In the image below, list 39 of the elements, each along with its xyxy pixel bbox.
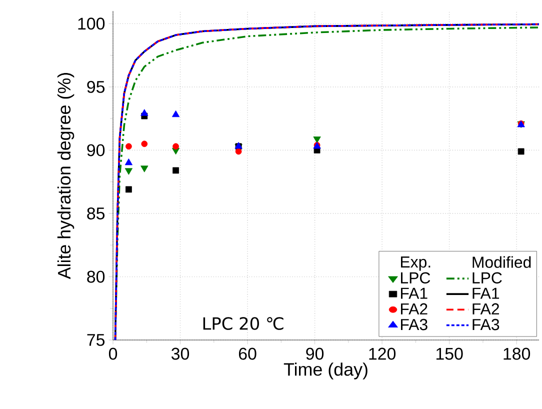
legend-label: FA2 <box>472 303 499 314</box>
point <box>518 148 524 155</box>
y-tick-label: 100 <box>78 18 105 30</box>
point <box>124 168 133 175</box>
x-tick-label: 0 <box>108 348 118 360</box>
point <box>141 140 148 148</box>
y-tick-label: 75 <box>87 334 105 346</box>
point <box>313 136 321 144</box>
legend-label: FA3 <box>472 318 500 330</box>
x-tick-label: 90 <box>306 348 324 360</box>
legend-label: LPC <box>401 272 430 284</box>
legend-label: FA1 <box>401 288 428 299</box>
point <box>126 186 132 193</box>
y-axis-title: Alite hydration degree (%) <box>57 72 74 280</box>
legend-label: LPC <box>472 272 502 284</box>
x-tick-label: 120 <box>369 348 396 360</box>
point <box>172 143 179 150</box>
x-tick-label: 150 <box>436 348 463 360</box>
legend-label: FA1 <box>472 288 500 299</box>
legend-label: FA2 <box>401 303 428 314</box>
y-tick-label: 90 <box>87 144 105 156</box>
point <box>140 109 148 116</box>
y-tick-label: 80 <box>87 270 105 283</box>
x-axis-title: Time (day) <box>284 362 368 380</box>
point <box>126 143 132 150</box>
y-tick-label: 85 <box>87 207 105 220</box>
x-tick-label: 30 <box>171 348 190 360</box>
annotation: LPC 20 ℃ <box>203 317 284 330</box>
x-tick-label: 60 <box>238 348 256 360</box>
point <box>235 148 242 155</box>
point <box>124 158 133 166</box>
point <box>172 167 179 174</box>
annotation: Modified <box>472 256 531 268</box>
y-tick-label: 95 <box>87 80 105 93</box>
legend-label: FA3 <box>401 318 428 330</box>
annotation: Exp. <box>401 256 430 271</box>
point <box>140 166 148 172</box>
point <box>172 110 180 118</box>
x-tick-label: 180 <box>504 348 530 360</box>
